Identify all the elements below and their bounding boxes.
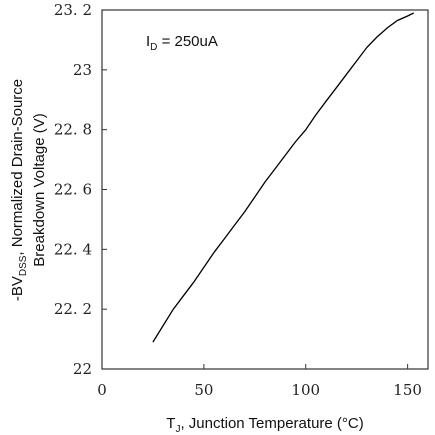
y-tick-label: 22 bbox=[73, 360, 92, 378]
x-tick-label: 100 bbox=[291, 381, 320, 399]
x-axis-label-subscript: J bbox=[175, 424, 180, 435]
y-tick-label: 23. 2 bbox=[54, 1, 92, 19]
y-axis-label-subscript: DSS bbox=[18, 255, 29, 276]
y-tick-label: 22. 6 bbox=[54, 181, 92, 199]
y-axis-label-main: -BV bbox=[9, 276, 26, 301]
x-tick-label: 150 bbox=[393, 381, 422, 399]
annotation-rest: = 250uA bbox=[157, 33, 217, 50]
annotation-main: I bbox=[146, 33, 150, 50]
y-axis-ticks: 22 22. 2 22. 4 22. 6 22. 8 23 23. 2 bbox=[54, 1, 107, 378]
x-axis-label: TJ, Junction Temperature (°C) bbox=[166, 415, 363, 435]
x-axis-label-rest: , Junction Temperature (°C) bbox=[180, 415, 363, 432]
plot-frame bbox=[101, 9, 429, 370]
y-axis-label-line2: Breakdown Voltage (V) bbox=[31, 113, 48, 266]
y-tick-label: 22. 4 bbox=[54, 240, 92, 258]
y-tick-label: 22. 2 bbox=[54, 300, 92, 318]
x-axis-ticks: 0 50 100 150 bbox=[97, 364, 422, 399]
y-tick-label: 22. 8 bbox=[54, 121, 92, 139]
x-axis-label-main: T bbox=[166, 415, 175, 432]
x-tick-label: 50 bbox=[194, 381, 213, 399]
y-axis-label-rest: , Normalized Drain-Source bbox=[9, 79, 26, 256]
series-line bbox=[152, 12, 414, 343]
x-tick-label: 0 bbox=[97, 381, 107, 399]
annotation: ID = 250uA bbox=[146, 33, 218, 53]
y-axis-label-line1: -BVDSS, Normalized Drain-Source bbox=[9, 79, 29, 301]
y-tick-label: 23 bbox=[73, 61, 92, 79]
annotation-subscript: D bbox=[150, 42, 157, 53]
